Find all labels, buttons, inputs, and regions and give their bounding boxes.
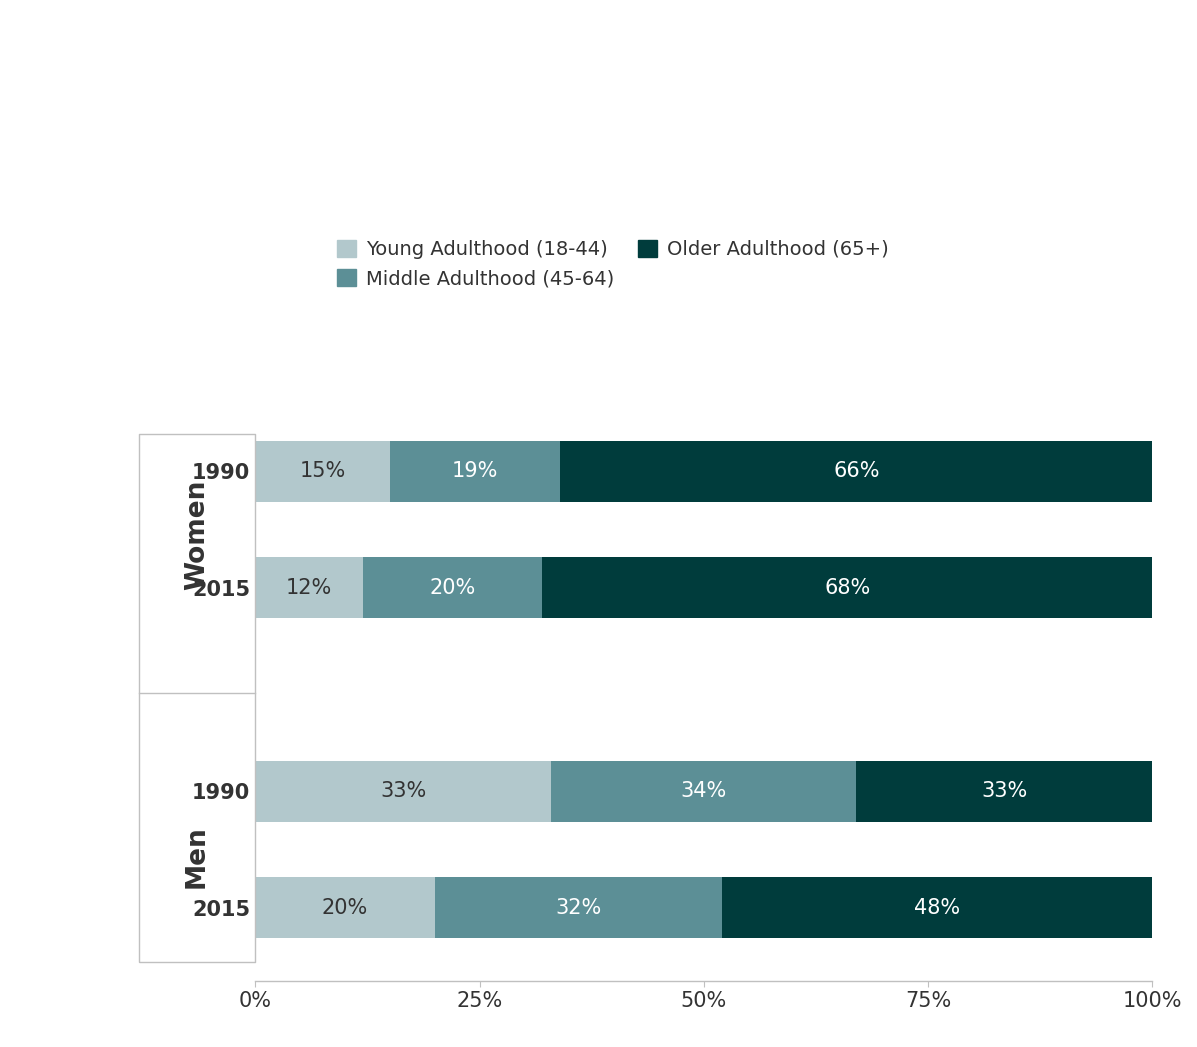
Text: Women: Women (184, 480, 209, 589)
Legend: Young Adulthood (18-44), Middle Adulthood (45-64), Older Adulthood (65+): Young Adulthood (18-44), Middle Adulthoo… (336, 240, 888, 288)
Bar (856, 761, 1153, 822)
Bar (722, 877, 1153, 938)
Bar (560, 441, 1153, 502)
Bar (542, 557, 1153, 619)
Text: 20%: 20% (322, 898, 369, 918)
Text: 34%: 34% (681, 781, 727, 802)
Bar (363, 557, 542, 619)
Bar (255, 761, 552, 822)
Bar (255, 557, 363, 619)
Bar (390, 441, 560, 502)
Bar (255, 441, 390, 502)
Bar (552, 761, 856, 822)
Text: 48%: 48% (915, 898, 960, 918)
Text: 12%: 12% (286, 578, 333, 598)
Text: 33%: 33% (381, 781, 426, 802)
Bar (435, 877, 722, 938)
Text: 66%: 66% (833, 462, 880, 482)
Text: Men: Men (184, 825, 209, 888)
Text: 19%: 19% (451, 462, 498, 482)
Text: 68%: 68% (825, 578, 870, 598)
Text: 33%: 33% (982, 781, 1027, 802)
Bar (255, 877, 435, 938)
Text: 20%: 20% (430, 578, 475, 598)
Text: 15%: 15% (299, 462, 346, 482)
Text: 32%: 32% (555, 898, 601, 918)
